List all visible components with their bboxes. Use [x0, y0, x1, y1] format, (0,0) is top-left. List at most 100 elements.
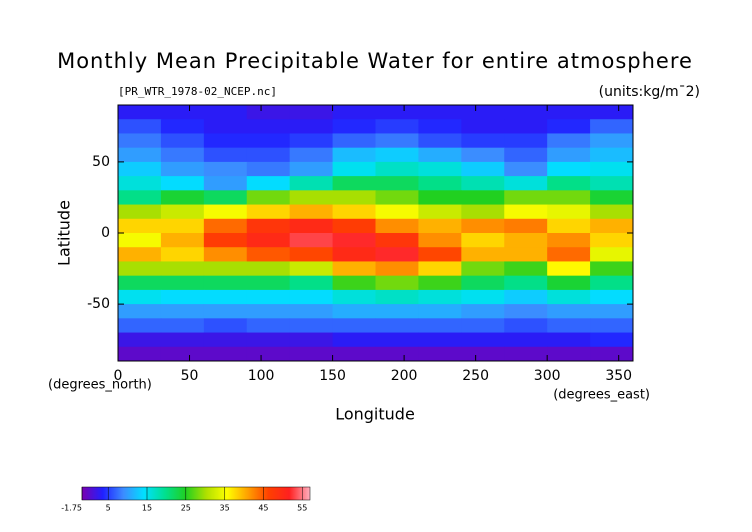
cell	[461, 332, 505, 348]
cell	[461, 233, 505, 248]
cell	[118, 119, 162, 134]
cell	[289, 332, 334, 348]
cell	[590, 346, 634, 362]
units: (units:kg/m¯2)	[599, 84, 700, 100]
y-tick-label: 50	[92, 154, 110, 170]
cell	[203, 119, 248, 134]
cell	[289, 119, 334, 134]
cell	[418, 275, 462, 291]
y-axis-label: Latitude	[55, 200, 74, 266]
cell	[332, 346, 376, 362]
cell	[375, 332, 419, 348]
cell	[590, 119, 634, 134]
cell	[504, 105, 548, 120]
cell	[590, 233, 634, 248]
x-tick-label: 300	[534, 368, 561, 384]
cell	[246, 346, 291, 362]
cell	[504, 233, 548, 248]
cell	[332, 218, 376, 234]
cell	[418, 161, 462, 177]
cell	[590, 275, 634, 291]
cell	[504, 289, 548, 305]
cell	[418, 318, 462, 334]
cell	[160, 332, 205, 348]
cell	[289, 247, 334, 262]
cell	[332, 289, 376, 305]
cell	[504, 133, 548, 149]
cell	[461, 190, 505, 206]
cell	[547, 176, 591, 191]
cell	[118, 261, 162, 277]
cell	[461, 147, 505, 163]
cell	[375, 261, 419, 277]
cell	[118, 133, 162, 149]
cell	[461, 261, 505, 277]
cell	[590, 190, 634, 206]
cell	[418, 218, 462, 234]
cell	[418, 304, 462, 319]
cell	[461, 133, 505, 149]
cell	[418, 133, 462, 149]
cell	[203, 147, 248, 163]
cell	[246, 105, 291, 120]
cell	[246, 318, 291, 334]
cell	[332, 318, 376, 334]
cell	[203, 247, 248, 262]
cell	[160, 204, 205, 220]
cell	[461, 218, 505, 234]
cell	[590, 247, 634, 262]
cell	[246, 147, 291, 163]
cell	[203, 233, 248, 248]
cell	[590, 204, 634, 220]
cell	[160, 275, 205, 291]
cell	[246, 233, 291, 248]
x-unit: (degrees_east)	[553, 388, 650, 403]
cell	[332, 190, 376, 206]
x-tick-label: 150	[319, 368, 346, 384]
x-tick-label: 50	[181, 368, 199, 384]
cell	[203, 190, 248, 206]
cell	[246, 204, 291, 220]
cell	[118, 218, 162, 234]
colorbar-tick-label: 5	[106, 504, 111, 513]
cell	[118, 190, 162, 206]
cell	[203, 133, 248, 149]
cell	[118, 147, 162, 163]
cell	[375, 133, 419, 149]
cell	[118, 275, 162, 291]
cell	[375, 318, 419, 334]
cell	[289, 133, 334, 149]
cell	[418, 261, 462, 277]
cell	[289, 318, 334, 334]
cell	[246, 332, 291, 348]
cell	[504, 304, 548, 319]
cell	[332, 275, 376, 291]
cell	[375, 247, 419, 262]
cell	[203, 218, 248, 234]
colorbar	[81, 486, 311, 501]
cell	[289, 204, 334, 220]
cell	[461, 119, 505, 134]
cell	[418, 289, 462, 305]
x-tick-label: 0	[114, 368, 123, 384]
cell	[203, 318, 248, 334]
cell	[246, 275, 291, 291]
colorbar-tick-label: 45	[258, 504, 268, 513]
cell	[289, 233, 334, 248]
x-tick-label: 100	[248, 368, 275, 384]
cell	[203, 346, 248, 362]
cell	[246, 176, 291, 191]
cell	[246, 190, 291, 206]
cell	[504, 176, 548, 191]
cell	[289, 346, 334, 362]
cell	[332, 247, 376, 262]
cell	[160, 261, 205, 277]
cell	[160, 304, 205, 319]
cell	[118, 105, 162, 120]
cell	[504, 332, 548, 348]
cell	[547, 233, 591, 248]
cell	[547, 247, 591, 262]
cell	[118, 289, 162, 305]
cell	[418, 119, 462, 134]
